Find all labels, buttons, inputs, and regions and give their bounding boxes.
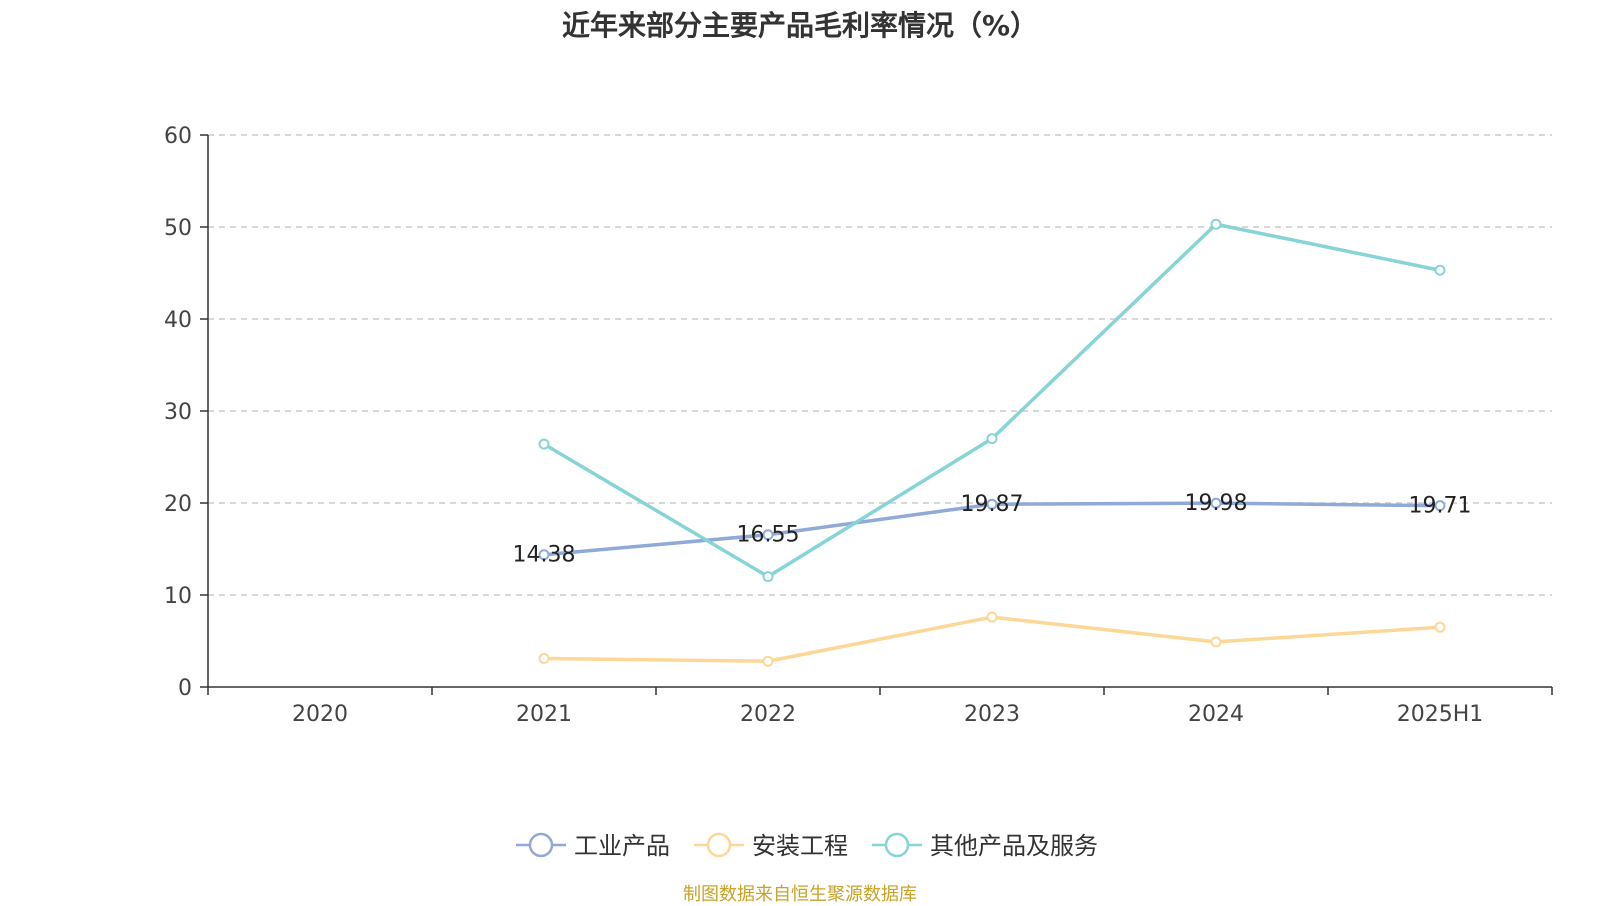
data-point (538, 549, 550, 561)
data-point (762, 529, 774, 541)
legend-label: 其他产品及服务 (930, 832, 1098, 860)
data-point (1210, 218, 1222, 230)
data-point (986, 611, 998, 623)
x-tick-label: 2021 (516, 702, 572, 727)
x-tick-label: 2020 (292, 702, 348, 727)
data-point (538, 652, 550, 664)
y-tick-label: 40 (164, 308, 192, 333)
legend-marker (528, 832, 554, 858)
data-point (1434, 500, 1446, 512)
data-point (1434, 621, 1446, 633)
legend-marker (706, 832, 732, 858)
data-label: 19.98 (1185, 491, 1248, 516)
data-label: 16.55 (737, 523, 800, 548)
x-tick-label: 2025H1 (1397, 702, 1484, 727)
line-chart: 0 10 20 30 40 50 60 2020 2021 2022 2023 2024 2025H1 1… (164, 124, 1553, 860)
legend-marker (884, 832, 910, 858)
data-point (762, 571, 774, 583)
data-point (538, 438, 550, 450)
x-tick-label: 2022 (740, 702, 796, 727)
data-point (1434, 264, 1446, 276)
chart-title: 近年来部分主要产品毛利率情况（%） (561, 9, 1039, 42)
legend-label: 工业产品 (574, 832, 670, 860)
data-label: 19.87 (961, 492, 1024, 517)
y-tick-label: 0 (178, 676, 192, 701)
series-line-3 (543, 222, 1441, 579)
data-point (1210, 636, 1222, 648)
data-point (762, 655, 774, 667)
data-label: 14.38 (513, 543, 576, 568)
x-tick-label: 2024 (1188, 702, 1244, 727)
data-point (986, 498, 998, 510)
y-tick-label: 10 (164, 584, 192, 609)
data-point (986, 433, 998, 445)
series-line-2 (543, 615, 1441, 663)
data-point (1210, 497, 1222, 509)
data-label: 19.71 (1409, 494, 1472, 519)
y-tick-label: 50 (164, 216, 192, 241)
x-tick-label: 2023 (964, 702, 1020, 727)
y-tick-label: 20 (164, 492, 192, 517)
legend-label: 安装工程 (752, 832, 848, 860)
y-tick-label: 30 (164, 400, 192, 425)
y-tick-label: 60 (164, 124, 192, 149)
data-source-note: 制图数据来自恒生聚源数据库 (683, 884, 917, 905)
